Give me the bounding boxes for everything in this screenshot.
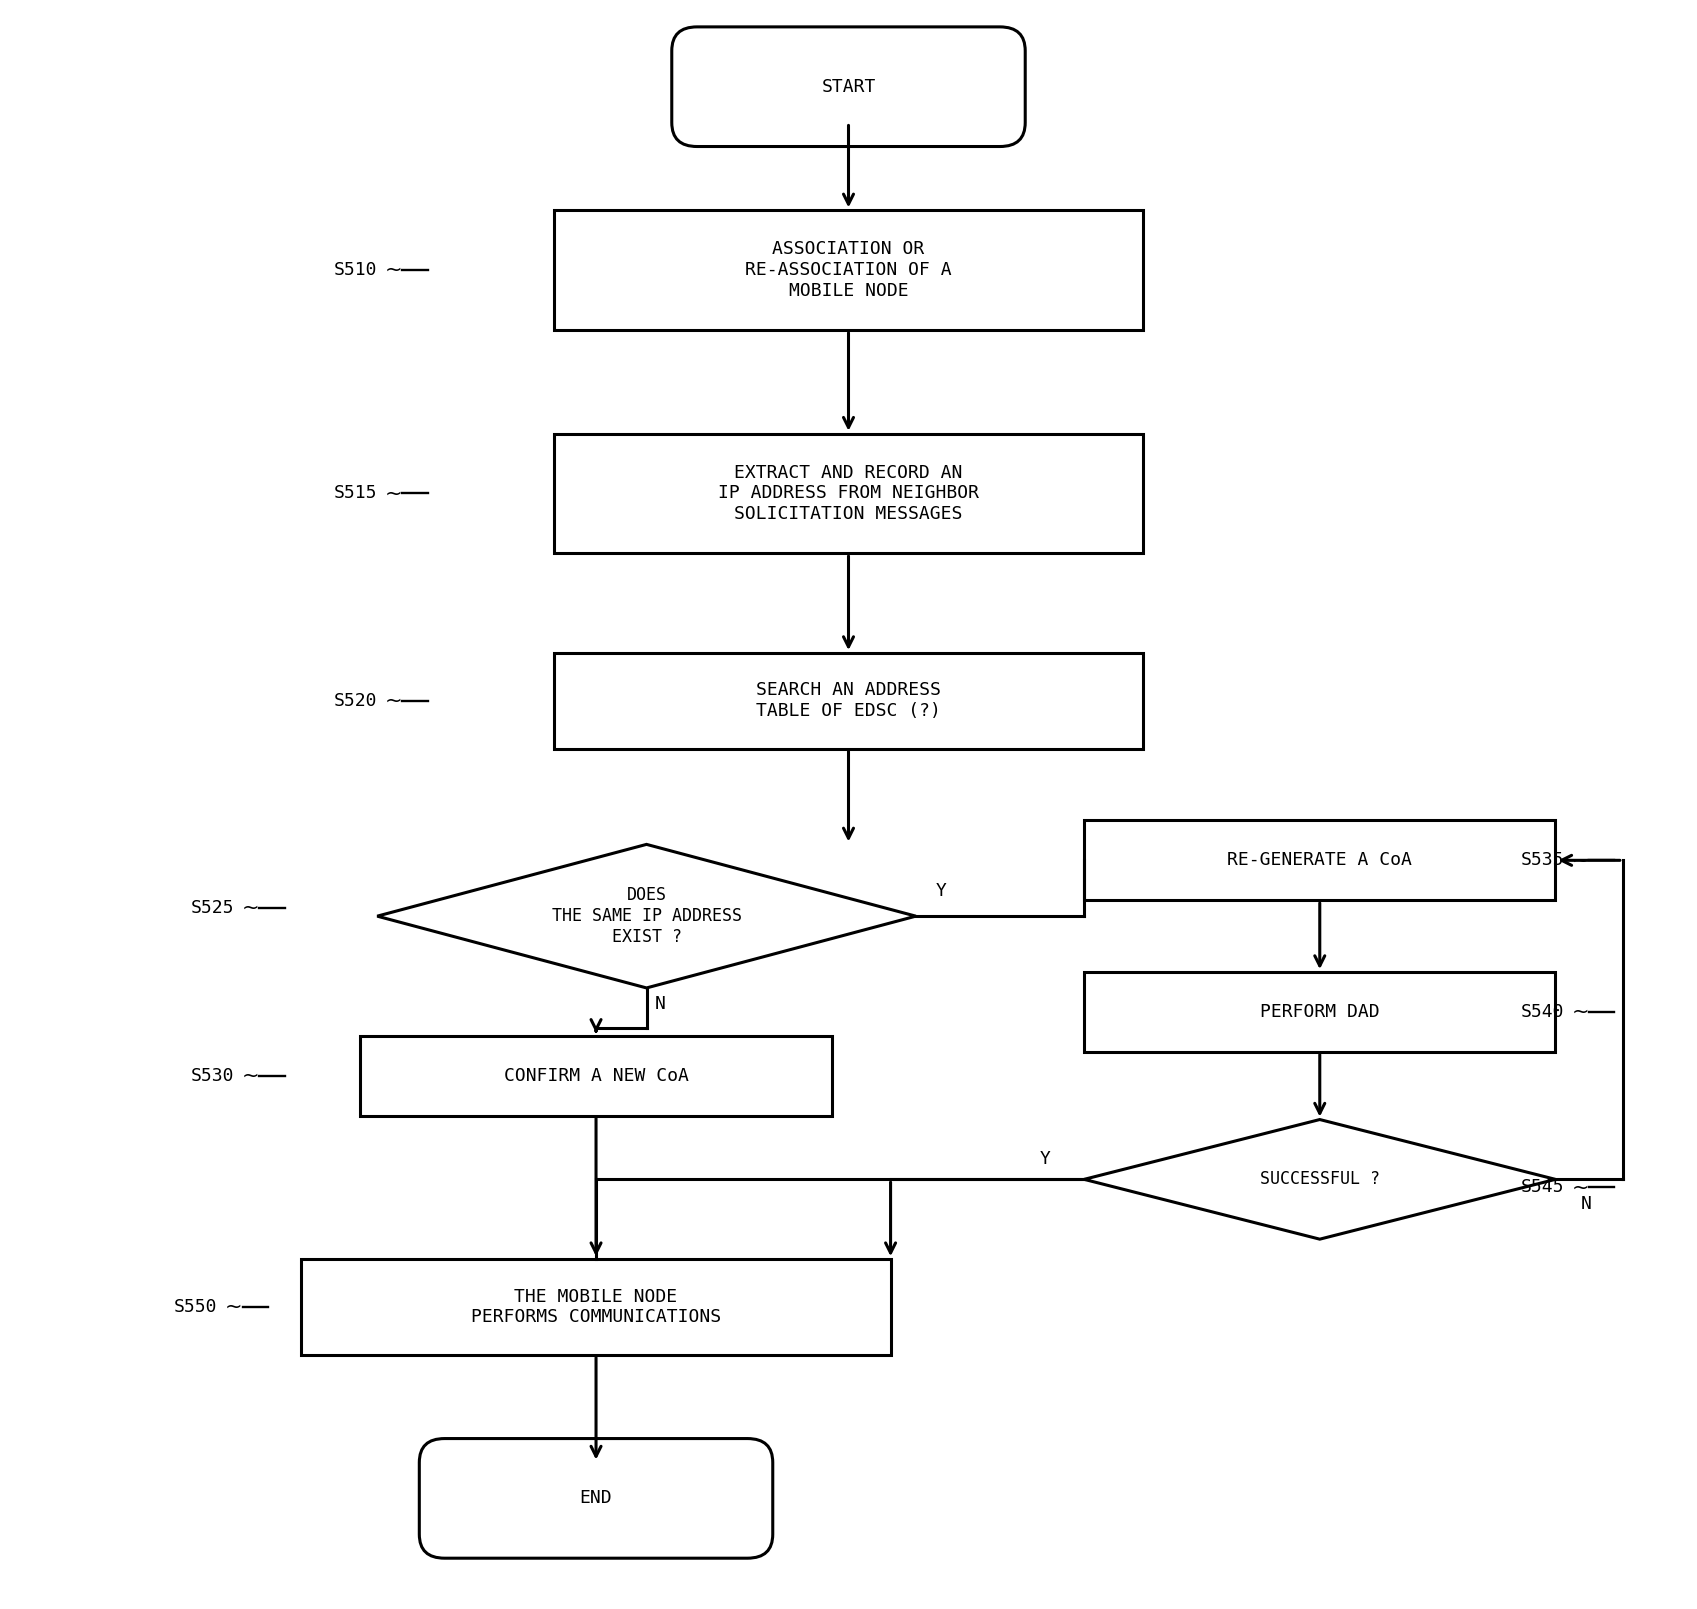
Text: ~: ~ (1571, 1002, 1588, 1022)
Text: RE-GENERATE A CoA: RE-GENERATE A CoA (1227, 851, 1412, 869)
Text: S525: S525 (190, 899, 234, 917)
Text: START: START (821, 77, 876, 95)
Text: ~: ~ (1571, 1178, 1588, 1197)
Polygon shape (1084, 1120, 1556, 1239)
Text: ASSOCIATION OR
RE-ASSOCIATION OF A
MOBILE NODE: ASSOCIATION OR RE-ASSOCIATION OF A MOBIL… (745, 240, 952, 299)
Polygon shape (377, 845, 916, 988)
FancyBboxPatch shape (672, 27, 1025, 146)
Bar (360, 1036, 832, 1115)
Bar (553, 653, 1144, 748)
Bar (1084, 972, 1556, 1052)
Text: PERFORM DAD: PERFORM DAD (1259, 1002, 1380, 1020)
Text: S530: S530 (190, 1067, 234, 1084)
Text: ~: ~ (243, 1065, 260, 1086)
Text: N: N (655, 994, 665, 1014)
FancyBboxPatch shape (419, 1438, 772, 1558)
Text: ~: ~ (385, 261, 402, 280)
Text: S510: S510 (334, 261, 377, 278)
Text: S515: S515 (334, 484, 377, 502)
Text: DOES
THE SAME IP ADDRESS
EXIST ?: DOES THE SAME IP ADDRESS EXIST ? (552, 887, 742, 946)
Text: S550: S550 (173, 1298, 217, 1316)
Text: N: N (1580, 1195, 1592, 1213)
Text: Y: Y (1040, 1150, 1050, 1168)
Text: S520: S520 (334, 692, 377, 710)
Bar (553, 434, 1144, 553)
Text: ~: ~ (385, 690, 402, 711)
Bar (553, 211, 1144, 330)
Text: S545: S545 (1521, 1178, 1565, 1197)
Text: SUCCESSFUL ?: SUCCESSFUL ? (1259, 1170, 1380, 1189)
Bar (1084, 821, 1556, 899)
Text: ~: ~ (226, 1297, 243, 1316)
Text: ~: ~ (385, 483, 402, 504)
Text: Y: Y (935, 882, 947, 899)
Text: S535: S535 (1521, 851, 1565, 869)
Text: SEARCH AN ADDRESS
TABLE OF EDSC (?): SEARCH AN ADDRESS TABLE OF EDSC (?) (757, 682, 940, 721)
Text: END: END (580, 1490, 613, 1508)
Text: CONFIRM A NEW CoA: CONFIRM A NEW CoA (504, 1067, 689, 1084)
Text: THE MOBILE NODE
PERFORMS COMMUNICATIONS: THE MOBILE NODE PERFORMS COMMUNICATIONS (472, 1287, 721, 1326)
Bar (302, 1260, 891, 1355)
Text: EXTRACT AND RECORD AN
IP ADDRESS FROM NEIGHBOR
SOLICITATION MESSAGES: EXTRACT AND RECORD AN IP ADDRESS FROM NE… (718, 463, 979, 523)
Text: ~: ~ (243, 898, 260, 919)
Text: S540: S540 (1521, 1002, 1565, 1020)
Text: ~: ~ (1571, 850, 1588, 870)
